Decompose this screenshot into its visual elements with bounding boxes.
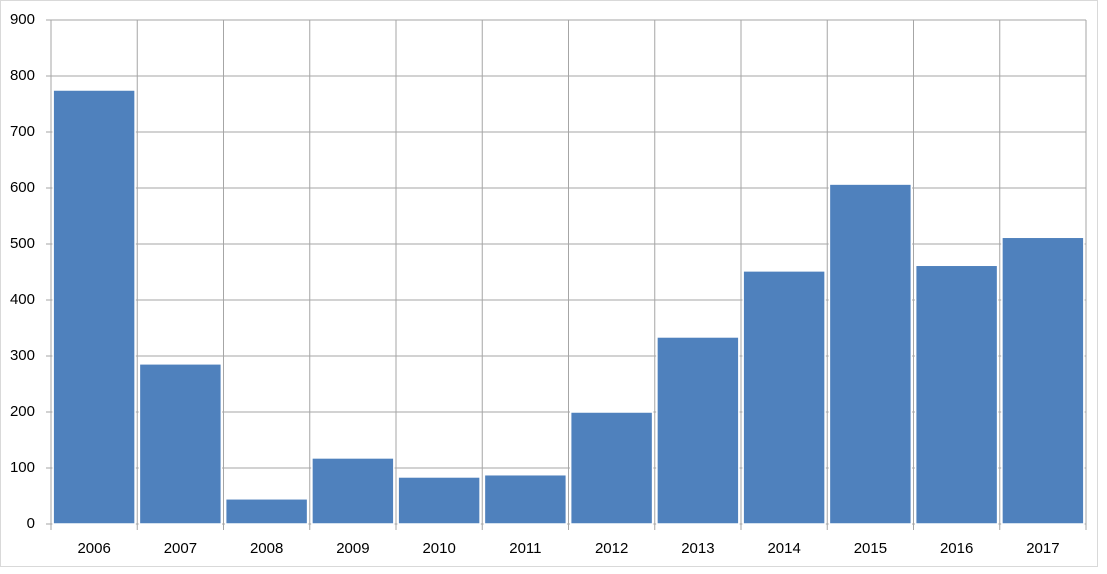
x-tick-label: 2006 [77, 540, 110, 557]
x-tick-label: 2013 [681, 540, 714, 557]
x-tick-label: 2010 [422, 540, 455, 557]
x-tick-label: 2007 [164, 540, 197, 557]
x-tick-label: 2014 [767, 540, 800, 557]
x-tick-label: 2011 [509, 540, 541, 557]
y-tick-label: 200 [10, 403, 35, 420]
bar [397, 476, 481, 525]
bar [742, 270, 826, 525]
y-tick-label: 700 [10, 123, 35, 140]
y-tick-label: 600 [10, 179, 35, 196]
y-tick-label: 900 [10, 11, 35, 28]
y-tick-label: 100 [10, 459, 35, 476]
bar [914, 264, 999, 525]
x-tick-label: 2009 [336, 540, 369, 557]
bar [52, 89, 136, 525]
bar [224, 498, 309, 525]
bar [1001, 236, 1085, 525]
bar [483, 473, 568, 525]
x-tick-label: 2008 [250, 540, 283, 557]
x-tick-label: 2017 [1026, 540, 1059, 557]
x-tick-label: 2012 [595, 540, 628, 557]
bar [569, 411, 654, 525]
bar [311, 457, 395, 525]
bar [138, 363, 223, 525]
bar [656, 336, 740, 525]
y-tick-label: 400 [10, 291, 35, 308]
x-tick-label: 2015 [854, 540, 887, 557]
x-tick-label: 2016 [940, 540, 973, 557]
y-tick-label: 500 [10, 235, 35, 252]
y-tick-label: 800 [10, 67, 35, 84]
bar [828, 183, 913, 525]
y-tick-label: 300 [10, 347, 35, 364]
y-tick-label: 0 [27, 515, 35, 532]
